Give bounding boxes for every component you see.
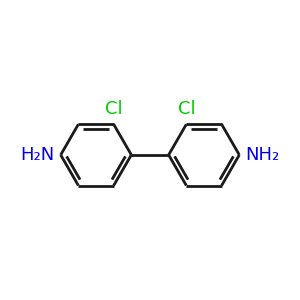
Text: Cl: Cl: [178, 100, 195, 118]
Text: NH₂: NH₂: [245, 146, 280, 164]
Text: H₂N: H₂N: [20, 146, 55, 164]
Text: Cl: Cl: [105, 100, 122, 118]
